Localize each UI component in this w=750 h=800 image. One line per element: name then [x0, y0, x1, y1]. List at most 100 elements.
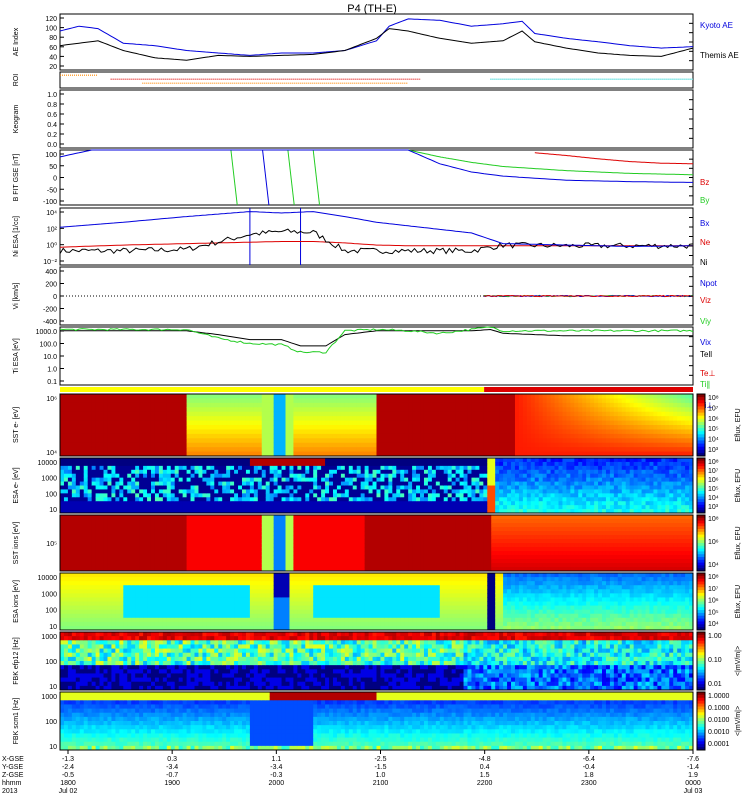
heatmap-cell: [178, 407, 184, 413]
heatmap-cell: [329, 447, 334, 453]
heatmap-cell: [392, 420, 397, 426]
y-tick-label: 0.8: [47, 102, 57, 109]
heatmap-cell: [681, 493, 686, 498]
heatmap-cell: [665, 402, 670, 408]
heatmap-cell: [534, 420, 540, 426]
heatmap-cell: [103, 481, 108, 486]
heatmap-cell: [178, 469, 184, 475]
heatmap-cell: [530, 477, 536, 483]
heatmap-cell: [79, 447, 85, 453]
heatmap-cell: [162, 425, 168, 430]
heatmap-cell: [602, 451, 607, 457]
heatmap-cell: [368, 469, 374, 475]
heatmap-cell: [348, 433, 354, 439]
heatmap-cell: [75, 477, 81, 483]
heatmap-cell: [518, 398, 524, 404]
heatmap-cell: [178, 398, 184, 404]
y-tick-label: -400: [43, 319, 57, 326]
heatmap-cell: [103, 402, 108, 408]
heatmap-cell: [261, 469, 267, 475]
heatmap-cell: [602, 465, 607, 471]
heatmap-cell: [487, 433, 492, 439]
heatmap-cell: [71, 429, 77, 435]
heatmap-cell: [566, 425, 571, 430]
heatmap-cell: [158, 425, 164, 430]
heatmap-cell: [131, 515, 136, 520]
heatmap-cell: [408, 429, 413, 435]
heatmap-cell: [190, 394, 196, 399]
heatmap-cell: [91, 402, 97, 408]
heatmap-cell: [400, 425, 405, 430]
heatmap-cell: [463, 433, 468, 439]
heatmap-cell: [222, 411, 227, 417]
heatmap-cell: [435, 501, 441, 506]
heatmap-cell: [633, 438, 639, 444]
heatmap-cell: [107, 473, 112, 479]
heatmap-cell: [234, 485, 239, 490]
heatmap-cell: [475, 501, 480, 506]
heatmap-cell: [625, 407, 631, 413]
heatmap-cell: [542, 398, 548, 404]
heatmap-cell: [238, 509, 243, 514]
heatmap-cell: [447, 497, 453, 502]
heatmap-cell: [103, 493, 108, 498]
heatmap-cell: [352, 451, 358, 457]
heatmap-cell: [139, 447, 144, 453]
heatmap-cell: [479, 416, 484, 422]
heatmap-cell: [285, 477, 290, 483]
heatmap-cell: [368, 429, 374, 435]
heatmap-cell: [526, 458, 532, 463]
heatmap-cell: [400, 398, 405, 404]
heatmap-cell: [522, 461, 528, 467]
heatmap-cell: [507, 451, 512, 457]
heatmap-cell: [507, 458, 512, 463]
heatmap-cell: [166, 505, 172, 510]
heatmap-cell: [198, 451, 203, 457]
heatmap-cell: [554, 411, 559, 417]
heatmap-cell: [629, 501, 635, 506]
heatmap-cell: [665, 489, 670, 494]
heatmap-cell: [538, 477, 544, 483]
heatmap-cell: [427, 411, 433, 417]
heatmap-cell: [404, 416, 409, 422]
heatmap-cell: [388, 394, 393, 399]
heatmap-cell: [467, 501, 472, 506]
heatmap-cell: [321, 465, 326, 471]
heatmap-cell: [617, 442, 623, 448]
heatmap-cell: [329, 442, 334, 448]
heatmap-cell: [534, 402, 540, 408]
heatmap-cell: [60, 489, 65, 494]
y-tick-label: 1000.0: [36, 329, 58, 336]
heatmap-cell: [71, 477, 77, 483]
heatmap-cell: [63, 461, 69, 467]
heatmap-cell: [447, 433, 453, 439]
heatmap-cell: [162, 442, 168, 448]
heatmap-cell: [273, 407, 279, 413]
heatmap-cell: [420, 473, 425, 479]
heatmap-cell: [222, 489, 227, 494]
heatmap-cell: [218, 442, 223, 448]
heatmap-cell: [198, 501, 203, 506]
heatmap-cell: [99, 535, 105, 540]
heatmap-cell: [253, 497, 259, 502]
heatmap-cell: [253, 402, 259, 408]
heatmap-cell: [115, 416, 120, 422]
heatmap-cell: [214, 420, 219, 426]
heatmap-cell: [443, 501, 449, 506]
heatmap-cell: [281, 429, 287, 435]
heatmap-cell: [443, 451, 449, 457]
heatmap-cell: [455, 438, 461, 444]
heatmap-cell: [617, 429, 623, 435]
heatmap-cell: [269, 477, 275, 483]
heatmap-cell: [554, 425, 559, 430]
heatmap-cell: [95, 447, 101, 453]
colorbar-tick-label: 10⁴: [708, 437, 719, 444]
heatmap-cell: [431, 438, 437, 444]
heatmap-cell: [471, 394, 476, 399]
heatmap-cell: [158, 458, 164, 463]
heatmap-cell: [162, 509, 168, 514]
heatmap-cell: [63, 551, 69, 556]
heatmap-cell: [661, 473, 666, 479]
heatmap-cell: [629, 447, 635, 453]
heatmap-cell: [131, 547, 136, 552]
